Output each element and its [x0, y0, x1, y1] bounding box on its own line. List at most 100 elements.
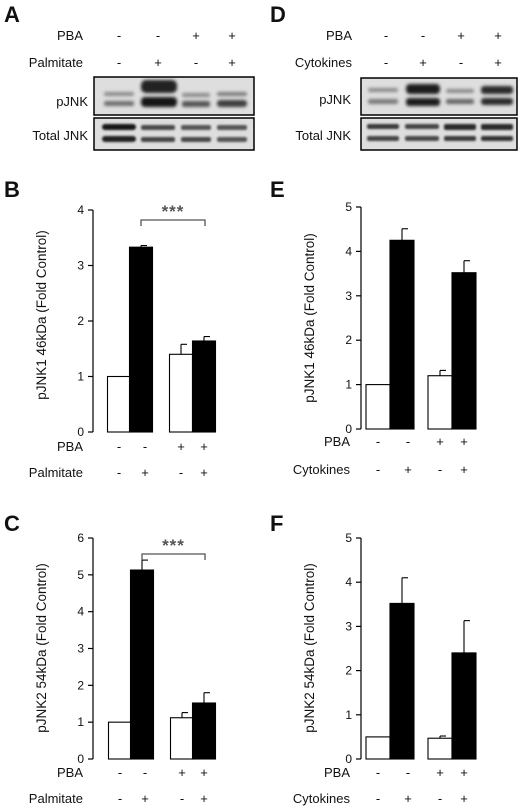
treatment-sign: +	[460, 434, 468, 449]
y-tick-label: 3	[345, 289, 352, 303]
y-tick-label: 0	[77, 752, 84, 766]
western-blot-d: PBA - - + + Cytokines - + - + pJNK Total…	[295, 28, 518, 151]
treatment-label-pba: PBA	[324, 765, 350, 780]
treatment-sign: +	[404, 791, 412, 806]
y-axis-label: pJNK2 54kDa (Fold Control)	[302, 563, 317, 733]
bar	[107, 721, 133, 760]
treatment-sign: +	[494, 55, 502, 70]
blot-bands-pjnk	[104, 80, 247, 107]
treatment-sign: -	[384, 28, 388, 43]
panel-label-f: F	[270, 511, 283, 536]
treatment-label-palmitate: Palmitate	[29, 465, 83, 480]
treatment-sign: -	[459, 55, 463, 70]
bar	[389, 602, 415, 760]
treatment-sign: +	[200, 791, 208, 806]
treatment-sign: +	[177, 439, 185, 454]
y-tick-label: 2	[77, 678, 84, 692]
y-tick-label: 3	[77, 259, 84, 273]
y-tick-label: 1	[345, 378, 352, 392]
bar-chart-e: pJNK1 46kDa (Fold Control) PBA Cytokines…	[293, 200, 477, 477]
treatment-sign: +	[178, 765, 186, 780]
treatment-sign: +	[436, 434, 444, 449]
treatment-sign: +	[141, 465, 149, 480]
y-axis-label: pJNK2 54kDa (Fold Control)	[34, 563, 49, 733]
treatment-sign: +	[460, 791, 468, 806]
blot-strip-total-jnk	[93, 117, 255, 151]
bar	[191, 702, 217, 760]
y-tick-label: 6	[77, 531, 84, 545]
treatment-sign: -	[194, 55, 198, 70]
y-tick-label: 2	[77, 314, 84, 328]
treatment-sign: -	[376, 791, 380, 806]
y-tick-label: 5	[345, 531, 352, 545]
treatment-label-pba: PBA	[57, 28, 83, 43]
treatment-sign: -	[376, 765, 380, 780]
significance-bracket	[140, 219, 206, 226]
blot-strip-pjnk	[360, 77, 518, 116]
treatment-label-cytokines: Cytokines	[293, 791, 351, 806]
treatment-sign: -	[384, 55, 388, 70]
y-tick-label: 5	[77, 568, 84, 582]
treatment-sign: -	[180, 791, 184, 806]
treatment-sign: -	[117, 28, 121, 43]
treatment-sign: +	[200, 465, 208, 480]
treatment-label-cytokines: Cytokines	[295, 55, 353, 70]
y-tick-label: 0	[345, 422, 352, 436]
treatment-sign: +	[154, 55, 162, 70]
bar	[168, 353, 194, 433]
panel-label-c: C	[4, 511, 20, 536]
treatment-sign: +	[141, 791, 149, 806]
y-tick-label: 4	[77, 203, 84, 217]
treatment-sign: -	[179, 465, 183, 480]
treatment-label-pba: PBA	[324, 434, 350, 449]
treatment-sign: -	[376, 434, 380, 449]
panel-label-e: E	[270, 177, 285, 202]
treatment-label-pba: PBA	[326, 28, 352, 43]
treatment-sign: +	[460, 765, 468, 780]
treatment-sign: -	[156, 28, 160, 43]
blot-bands-total-jnk	[367, 124, 513, 141]
blot-label-total-jnk: Total JNK	[32, 128, 88, 143]
bar	[427, 737, 453, 760]
y-tick-label: 3	[77, 642, 84, 656]
bar	[191, 340, 217, 433]
bar	[365, 736, 391, 760]
treatment-sign: -	[143, 765, 147, 780]
bar-chart-f: pJNK2 54kDa (Fold Control) PBA Cytokines…	[293, 531, 477, 806]
treatment-label-pba: PBA	[57, 439, 83, 454]
treatment-sign: -	[118, 791, 122, 806]
blot-label-total-jnk: Total JNK	[295, 128, 351, 143]
bar	[169, 717, 195, 760]
blot-strip-total-jnk	[360, 117, 518, 151]
treatment-sign: -	[438, 462, 442, 477]
significance-marker: ***	[162, 536, 185, 555]
bar	[427, 375, 453, 430]
bar	[128, 246, 154, 433]
treatment-sign: -	[376, 462, 380, 477]
bar-chart-c: pJNK2 54kDa (Fold Control) PBA Palmitate…	[29, 531, 217, 806]
panel-label-a: A	[4, 2, 20, 27]
bar	[451, 272, 477, 430]
blot-label-pjnk: pJNK	[319, 92, 351, 107]
bar	[451, 652, 477, 760]
bar	[129, 569, 155, 760]
blot-label-pjnk: pJNK	[56, 94, 88, 109]
treatment-sign: -	[421, 28, 425, 43]
y-tick-label: 4	[345, 244, 352, 258]
western-blot-a: PBA - - + + Palmitate - + - + pJNK Total…	[29, 28, 255, 151]
treatment-sign: +	[228, 28, 236, 43]
treatment-label-cytokines: Cytokines	[293, 462, 351, 477]
treatment-sign: +	[228, 55, 236, 70]
panel-label-b: B	[4, 177, 20, 202]
bar	[106, 375, 132, 433]
treatment-sign: +	[460, 462, 468, 477]
y-tick-label: 3	[345, 619, 352, 633]
y-tick-label: 4	[345, 575, 352, 589]
treatment-sign: +	[457, 28, 465, 43]
treatment-sign: -	[117, 439, 121, 454]
significance-marker: ***	[162, 202, 185, 221]
bar	[365, 384, 391, 430]
treatment-sign: +	[200, 439, 208, 454]
treatment-sign: -	[118, 765, 122, 780]
treatment-sign: +	[419, 55, 427, 70]
